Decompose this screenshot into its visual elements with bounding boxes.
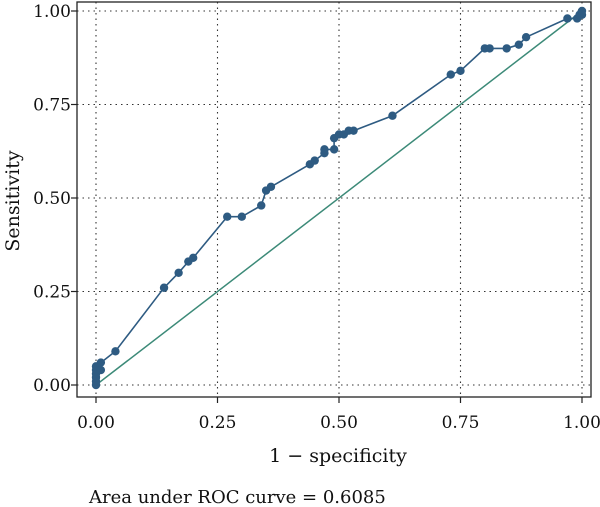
roc-point-12 [189, 253, 198, 263]
y-tick-label-3: 0.75 [33, 96, 71, 116]
roc-point-40 [577, 6, 587, 16]
x-tick-label-1: 0.25 [199, 413, 237, 433]
roc-point-13 [223, 212, 232, 221]
roc-point-19 [310, 156, 319, 165]
x-tick-label-2: 0.50 [320, 413, 358, 433]
roc-point-9 [159, 283, 169, 292]
roc-point-30 [456, 66, 465, 76]
roc-point-15 [257, 201, 266, 210]
reference-diagonal-line [95, 10, 583, 386]
roc-point-17 [266, 182, 276, 191]
roc-point-7 [96, 358, 106, 367]
roc-point-29 [446, 70, 455, 79]
roc-point-27 [349, 126, 358, 135]
roc-point-33 [502, 44, 511, 53]
roc-point-6 [96, 365, 106, 375]
y-tick-label-4: 1.00 [33, 2, 71, 22]
roc-point-8 [111, 347, 120, 356]
y-tick-label-2: 0.50 [33, 189, 71, 209]
y-axis-title: Sensitivity [2, 150, 24, 251]
plot-frame [76, 1, 592, 398]
y-tick-label-0: 0.00 [33, 376, 71, 396]
roc-point-36 [563, 14, 572, 23]
roc-points [91, 6, 587, 390]
grid-lines [77, 2, 591, 397]
roc-point-35 [521, 32, 531, 42]
x-tick-label-0: 0.00 [77, 413, 115, 433]
roc-point-34 [514, 40, 524, 49]
roc-point-32 [485, 44, 494, 53]
x-tick-label-3: 0.75 [442, 413, 480, 433]
roc-point-14 [237, 212, 246, 221]
roc-point-21 [320, 145, 329, 154]
roc-point-22 [329, 145, 339, 154]
axis-ticks: 0.00 0.25 0.50 0.75 1.00 0.00 0.25 0.50 0.75 1.00 [33, 2, 600, 433]
roc-point-10 [174, 268, 183, 277]
auc-annotation: Area under ROC curve = 0.6085 [88, 487, 386, 507]
x-tick-label-4: 1.00 [563, 413, 600, 433]
roc-point-28 [388, 111, 397, 120]
y-tick-label-1: 0.25 [33, 283, 71, 303]
x-axis-title: 1 − specificity [269, 445, 407, 467]
